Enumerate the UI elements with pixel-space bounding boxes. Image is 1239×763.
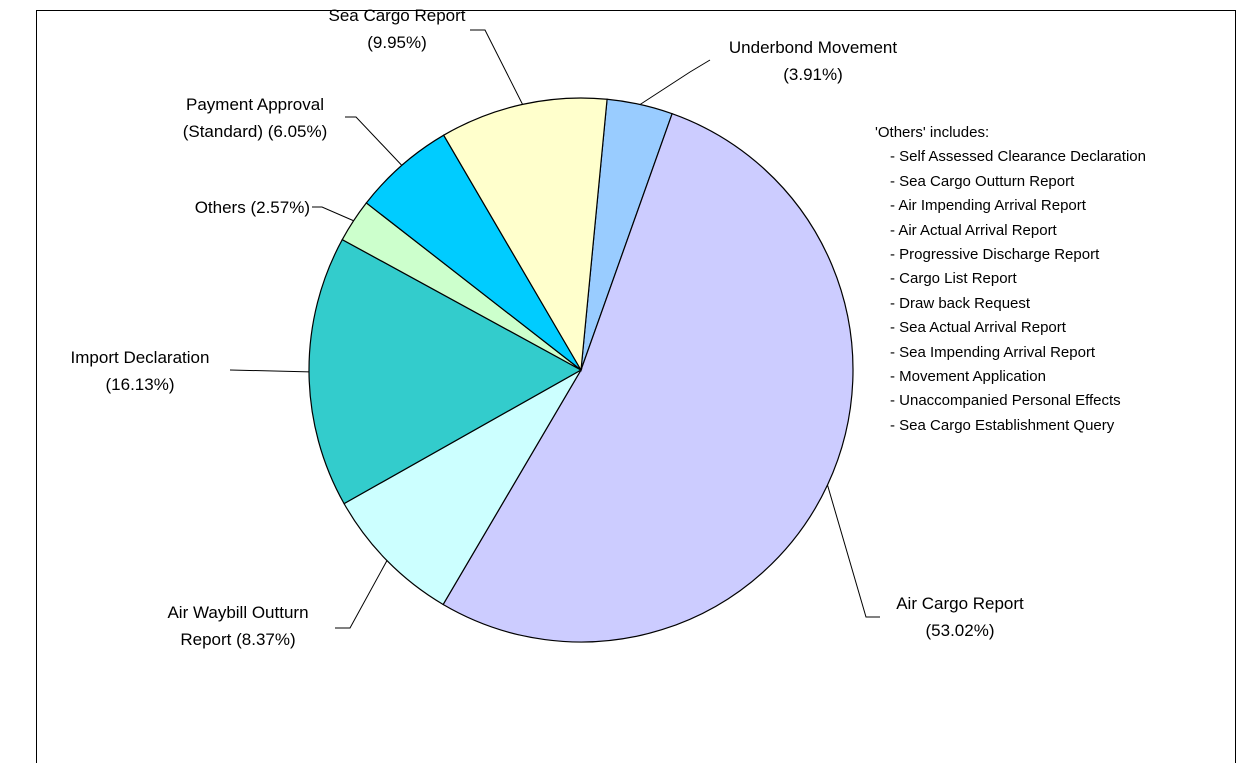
note-item: - Sea Impending Arrival Report bbox=[890, 343, 1096, 361]
note-title: 'Others' includes: bbox=[875, 124, 990, 141]
pie-slice bbox=[442, 97, 608, 372]
note-item: - Sea Actual Arrival Report bbox=[890, 319, 1066, 337]
leader-line bbox=[229, 369, 310, 373]
slice-name: Import Declaration bbox=[70, 348, 210, 367]
slice-name: Others bbox=[194, 198, 246, 217]
slice-label: Underbond Movement (3.91%) bbox=[698, 34, 928, 88]
slice-label: Air Cargo Report (53.02%) bbox=[880, 590, 1040, 644]
leader-line bbox=[345, 116, 403, 166]
slice-name: Underbond Movement bbox=[728, 38, 898, 57]
slice-value: (2.57%) bbox=[250, 198, 310, 217]
note-item: - Air Impending Arrival Report bbox=[890, 197, 1086, 215]
leader-line bbox=[639, 59, 711, 105]
others-note: 'Others' includes: - Self Assessed Clear… bbox=[875, 121, 1146, 438]
note-item: - Cargo List Report bbox=[890, 270, 1017, 288]
slice-value: (3.91%) bbox=[783, 65, 843, 84]
slice-value: (6.05%) bbox=[267, 122, 328, 141]
leader-line bbox=[312, 206, 354, 222]
note-item: - Unaccompanied Personal Effects bbox=[890, 392, 1121, 410]
note-item: - Air Actual Arrival Report bbox=[890, 221, 1057, 239]
note-item: - Sea Cargo Establishment Query bbox=[890, 416, 1115, 434]
pie-slice bbox=[308, 238, 583, 505]
note-item: - Progressive Discharge Report bbox=[890, 246, 1100, 264]
note-item: - Sea Cargo Outturn Report bbox=[890, 172, 1075, 190]
note-item: - Self Assessed Clearance Declaration bbox=[890, 148, 1146, 166]
slice-name: Sea Cargo Report bbox=[328, 6, 466, 25]
slice-label: Sea Cargo Report (9.95%) bbox=[317, 2, 477, 56]
slice-value: (16.13%) bbox=[105, 375, 175, 394]
leader-line bbox=[827, 484, 880, 618]
leader-line bbox=[335, 560, 388, 629]
chart-frame bbox=[36, 10, 1236, 763]
slice-value: (8.37%) bbox=[236, 630, 296, 649]
leader-line bbox=[470, 29, 523, 105]
slice-name: Air Waybill Outturn Report bbox=[167, 603, 309, 649]
slice-label: Air Waybill Outturn Report (8.37%) bbox=[153, 599, 323, 653]
note-item: - Draw back Request bbox=[890, 294, 1031, 312]
slice-label: Payment Approval (Standard) (6.05%) bbox=[160, 91, 350, 145]
slice-value: (9.95%) bbox=[367, 33, 427, 52]
pie-slice bbox=[343, 368, 583, 606]
slice-label: Import Declaration (16.13%) bbox=[40, 344, 240, 398]
slice-name: Payment Approval (Standard) bbox=[182, 95, 324, 141]
slice-value: (53.02%) bbox=[925, 621, 995, 640]
slice-name: Air Cargo Report bbox=[896, 594, 1024, 613]
note-item: - Movement Application bbox=[890, 368, 1046, 386]
slice-label: Others (2.57%) bbox=[110, 194, 310, 221]
